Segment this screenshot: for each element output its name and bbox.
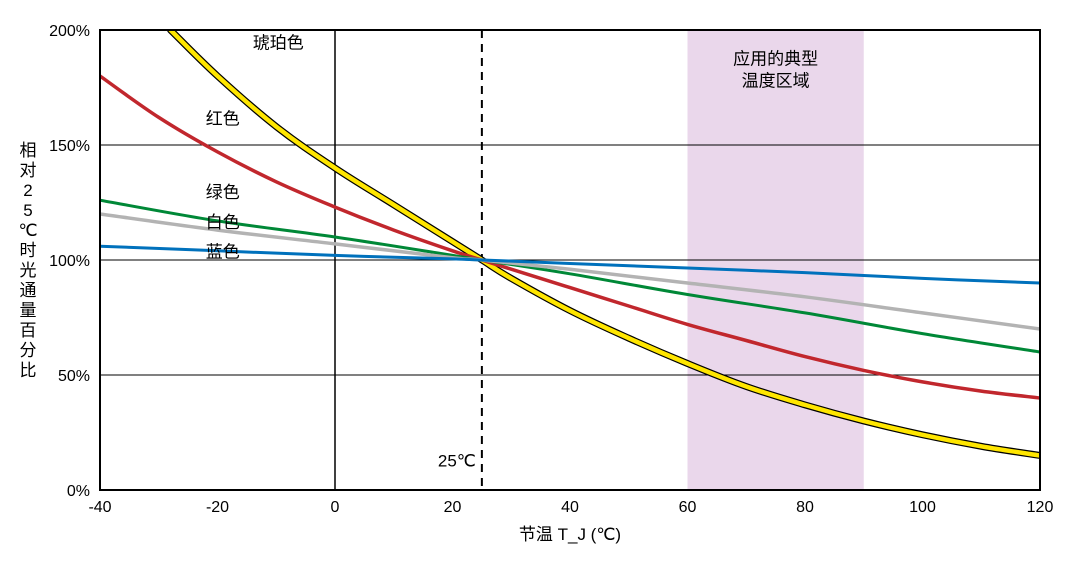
series-label-amber: 琥珀色 — [253, 33, 304, 52]
chart-background — [0, 0, 1078, 578]
y-tick-label: 0% — [67, 483, 90, 500]
led-flux-vs-temperature-chart: 25℃ 琥珀色红色绿色白色蓝色 应用的典型温度区域 -40 -20 0 20 40 60 80 10… — [0, 0, 1078, 578]
series-label-blue: 蓝色 — [206, 243, 240, 262]
y-tick-label: 150% — [49, 138, 90, 155]
x-tick-label: 0 — [331, 499, 340, 516]
series-label-white: 白色 — [206, 213, 240, 232]
x-tick-label: -20 — [206, 499, 229, 516]
reference-line-label: 25℃ — [438, 451, 476, 470]
y-axis-title: 相对25℃时光通量百分比 — [18, 141, 37, 380]
series-label-red: 红色 — [206, 109, 240, 128]
shaded-region-label-1: 应用的典型 — [733, 50, 818, 69]
x-axis-title: 节温 T_J (℃) — [519, 525, 621, 544]
y-tick-label: 50% — [58, 368, 90, 385]
chart-svg: 25℃ 琥珀色红色绿色白色蓝色 应用的典型温度区域 -40 -20 0 20 40 60 80 10… — [0, 0, 1078, 578]
series-label-green: 绿色 — [206, 183, 240, 202]
x-tick-label: 120 — [1027, 499, 1054, 516]
y-tick-label: 200% — [49, 23, 90, 40]
x-tick-label: 60 — [679, 499, 697, 516]
x-tick-label: 100 — [909, 499, 936, 516]
x-tick-label: -40 — [88, 499, 111, 516]
x-tick-label: 80 — [796, 499, 814, 516]
x-tick-label: 40 — [561, 499, 579, 516]
shaded-region-label-2: 温度区域 — [742, 72, 810, 91]
y-tick-label: 100% — [49, 253, 90, 270]
x-tick-label: 20 — [444, 499, 462, 516]
